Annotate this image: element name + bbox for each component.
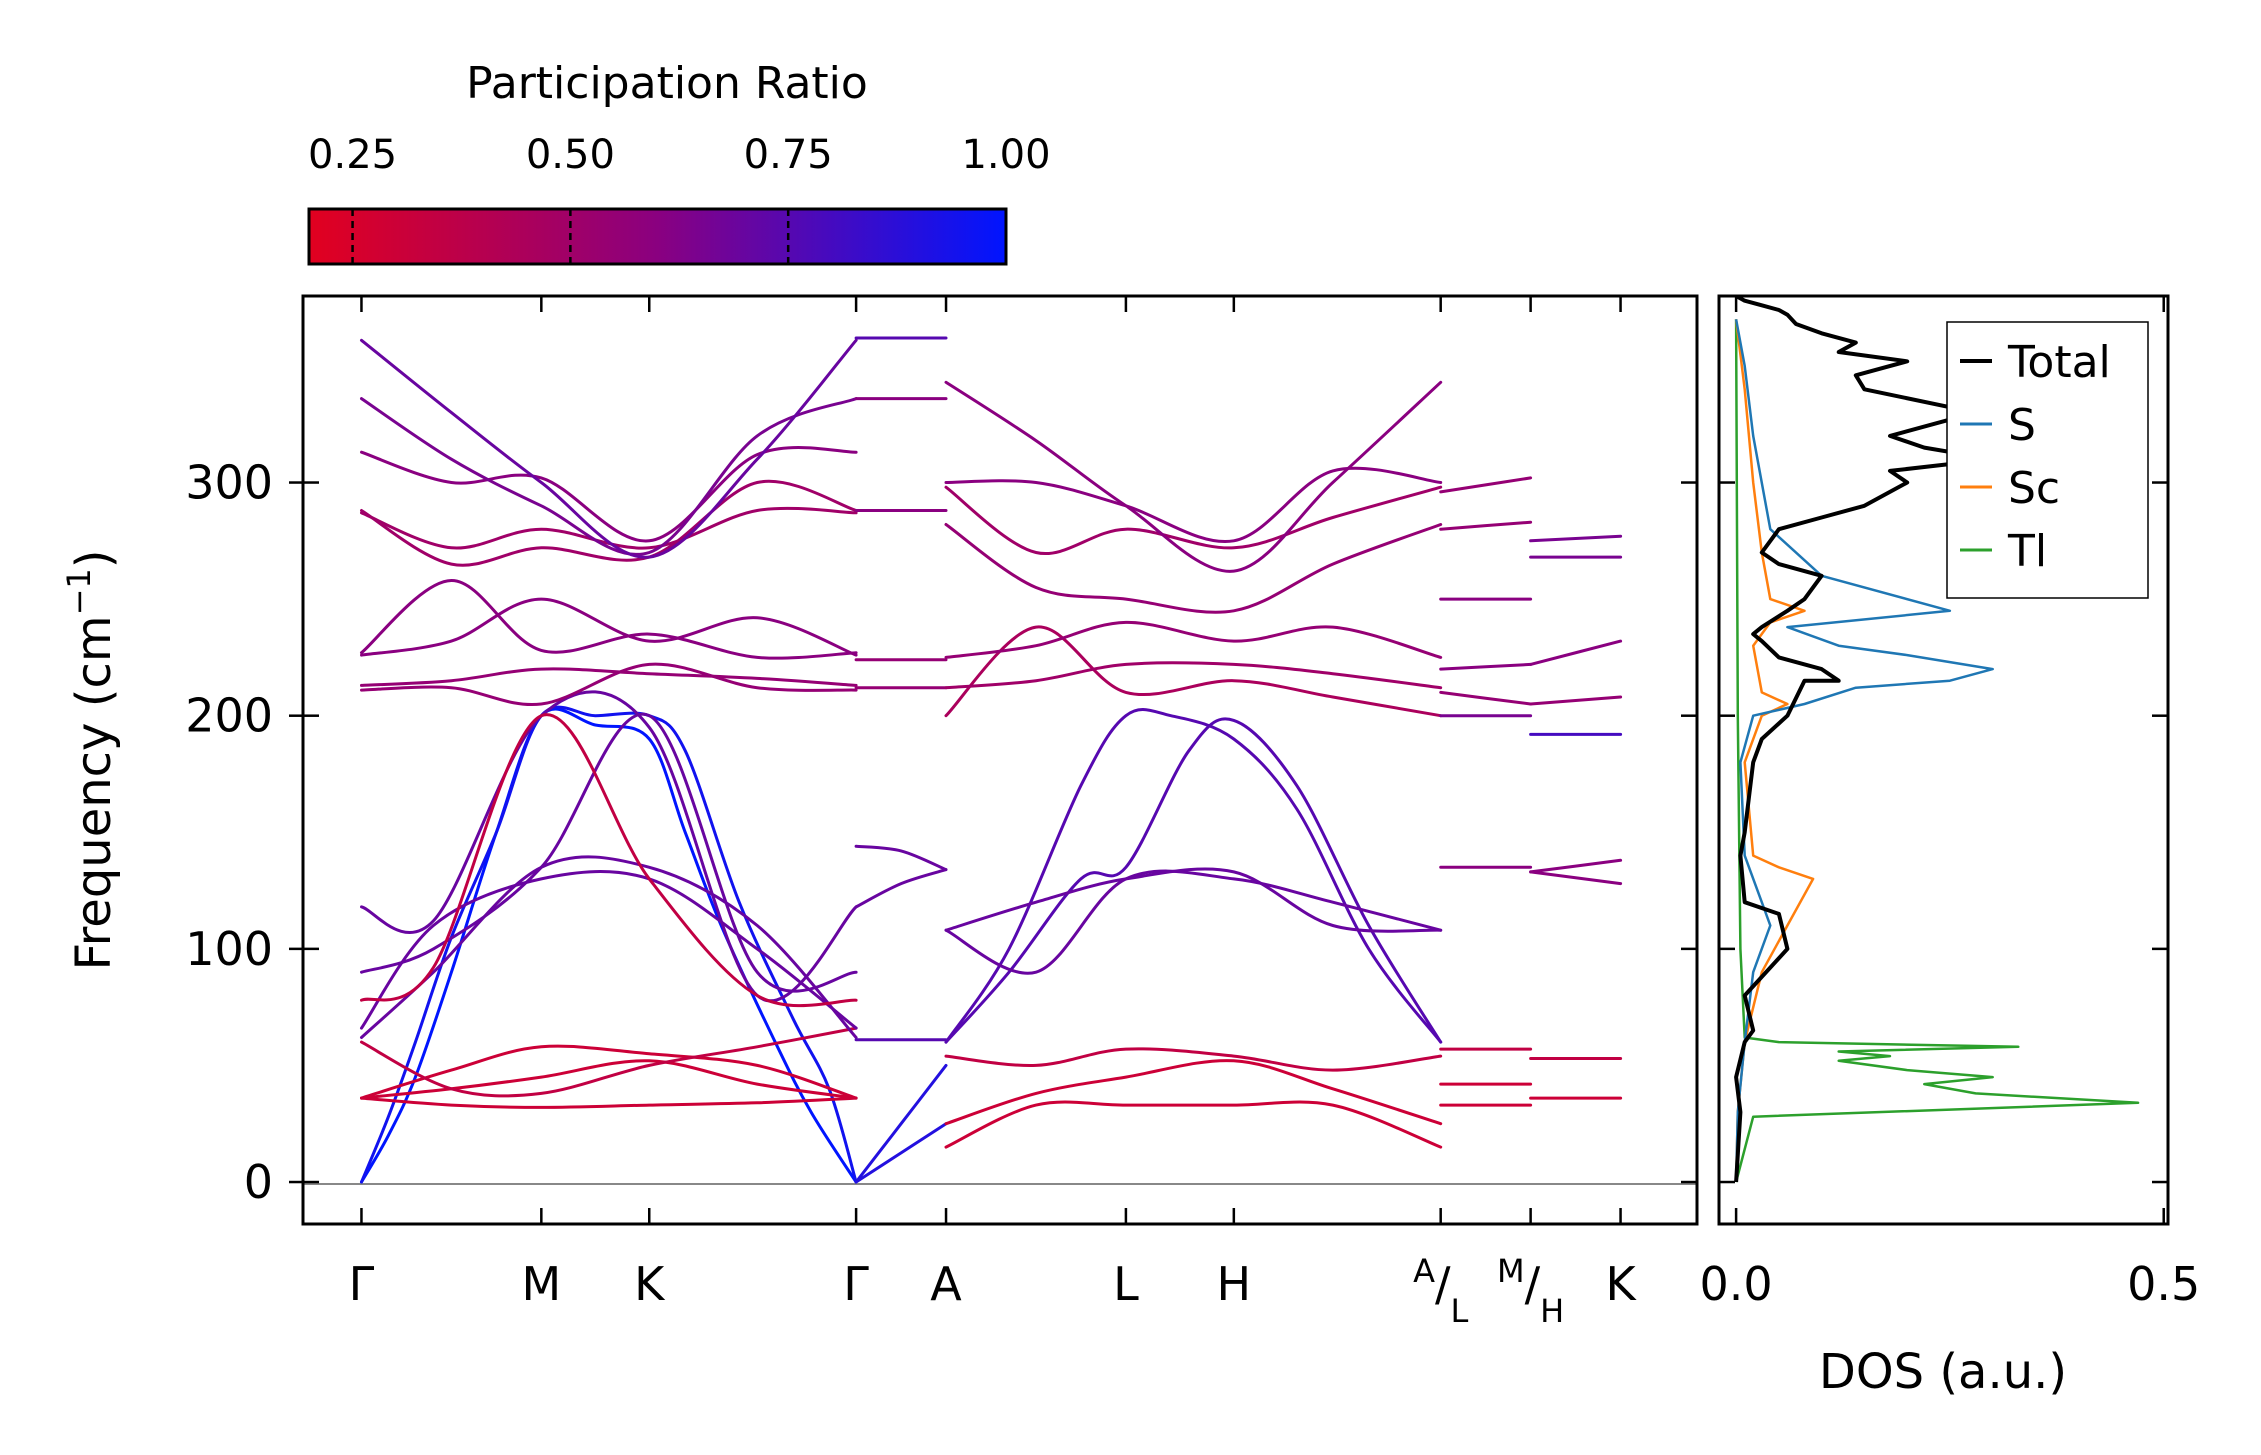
kpoint-label: M (521, 1257, 561, 1311)
frequency-ticks: 0 100 200 300 (185, 456, 1697, 1209)
phonon-branch (1439, 476, 1533, 494)
main-plot-frame (301, 294, 1699, 1226)
phonon-branch (360, 1096, 858, 1109)
phonon-bands (360, 336, 1623, 1184)
phonon-branch (360, 690, 858, 1003)
dos-y-ticks (1719, 481, 2168, 1184)
phonon-branch (1529, 870, 1623, 886)
phonon-branch (360, 1044, 858, 1100)
colorbar-tick-label: 0.50 (526, 132, 615, 178)
y-tick-label: 200 (185, 689, 273, 743)
kpoint-label: H (1217, 1257, 1252, 1311)
legend-entries: Total S Sc Tl (1960, 337, 2111, 577)
dos-x-tick-label: 0.0 (1700, 1257, 1773, 1311)
phonon-branch (360, 1026, 858, 1098)
dos-curves (1734, 296, 2140, 1183)
phonon-branch (944, 620, 1443, 659)
phonon-branch (360, 662, 858, 707)
phonon-branch (360, 506, 858, 550)
phonon-branch (944, 523, 1443, 614)
legend-label: S (2008, 400, 2036, 451)
dos-plot-frame (1717, 294, 2170, 1226)
y-tick-label: 100 (185, 922, 273, 976)
phonon-branch (360, 397, 858, 556)
phonon-branch (360, 707, 858, 1184)
dos-x-tick-label: 0.5 (2127, 1257, 2200, 1311)
kpoint-ticks: Γ M K Γ A L H A/L M/H K (349, 1252, 1638, 1330)
phonon-branch (854, 1063, 948, 1184)
kpoint-label: K (1605, 1257, 1637, 1311)
kpoint-label: Γ (843, 1257, 869, 1311)
legend-label: Total (2007, 337, 2111, 388)
phonon-branch (1439, 520, 1533, 531)
phonon-branch (944, 661, 1443, 690)
phonon-branch (944, 380, 1443, 573)
phonon-branch (1439, 662, 1533, 671)
kpoint-label: A (930, 1257, 962, 1311)
phonon-branch (854, 1122, 948, 1184)
kpoint-label: Γ (349, 1257, 375, 1311)
phonon-branch (360, 578, 858, 660)
dos-curve-s (1734, 319, 1994, 1183)
kpoint-separators (360, 296, 1622, 1224)
phonon-branch (360, 712, 858, 993)
y-axis-title: Frequency (cm−1) (60, 549, 122, 970)
phonon-branch (360, 479, 858, 567)
band-structure-axes: 0 100 200 300 Γ M K Γ A L H A/L M/H K Frequency (cm−… (60, 294, 1699, 1330)
dos-curve-sc (1734, 319, 1815, 1183)
kpoint-label: A/L (1413, 1252, 1468, 1330)
phonon-branch (944, 867, 1443, 933)
phonon-branch (1529, 858, 1623, 874)
phonon-branch (854, 844, 948, 872)
dos-axes: 0.0 0.5 DOS (a.u.) Total S Sc Tl (1700, 294, 2200, 1400)
colorbar-ticks: 0.25 0.50 0.75 1.00 (308, 132, 1051, 264)
legend-label: Sc (2008, 463, 2060, 514)
legend-label: Tl (2007, 526, 2047, 577)
kpoint-label: M/H (1497, 1252, 1564, 1330)
phonon-branch (360, 870, 858, 1030)
phonon-branch (1529, 695, 1623, 706)
legend-box (1946, 321, 2149, 599)
phonon-branch (1529, 534, 1623, 543)
phonon-branch (360, 338, 858, 559)
phonon-branch (944, 466, 1443, 544)
y-tick-label: 0 (244, 1155, 273, 1209)
dos-curve-total (1734, 296, 1995, 1183)
phonon-branch (944, 708, 1443, 1044)
phonon-branch (360, 1059, 858, 1100)
dos-legend: Total S Sc Tl (1946, 321, 2149, 599)
dos-x-ticks: 0.0 0.5 (1700, 296, 2200, 1311)
phonon-branch (360, 597, 858, 657)
phonon-branch (944, 717, 1443, 1044)
kpoint-label: K (634, 1257, 666, 1311)
y-tick-label: 300 (185, 456, 273, 510)
kpoint-label: L (1113, 1257, 1139, 1311)
phonon-branch (944, 485, 1443, 556)
colorbar-title: Participation Ratio (466, 58, 868, 109)
phonon-branch (360, 445, 858, 543)
phonon-branch (360, 667, 858, 687)
phonon-branch (360, 855, 858, 1039)
phonon-branch (360, 713, 858, 1008)
colorbar-gradient (307, 207, 1008, 266)
phonon-branch (944, 1047, 1443, 1072)
phonon-branch (854, 868, 948, 909)
phonon-branch (944, 1059, 1443, 1126)
colorbar-tick-label: 0.25 (308, 132, 397, 178)
colorbar: Participation Ratio 0.25 0.50 0.75 1.00 (307, 58, 1051, 266)
phonon-branch (944, 1100, 1443, 1149)
dos-x-axis-title: DOS (a.u.) (1819, 1344, 2067, 1400)
colorbar-tick-label: 1.00 (961, 132, 1050, 178)
dos-curve-tl (1734, 319, 2140, 1183)
phonon-branch (1529, 639, 1623, 666)
phonon-branch (360, 705, 858, 1184)
colorbar-tick-label: 0.75 (744, 132, 833, 178)
phonon-branch (944, 625, 1443, 718)
phonon-branch (1439, 690, 1533, 706)
